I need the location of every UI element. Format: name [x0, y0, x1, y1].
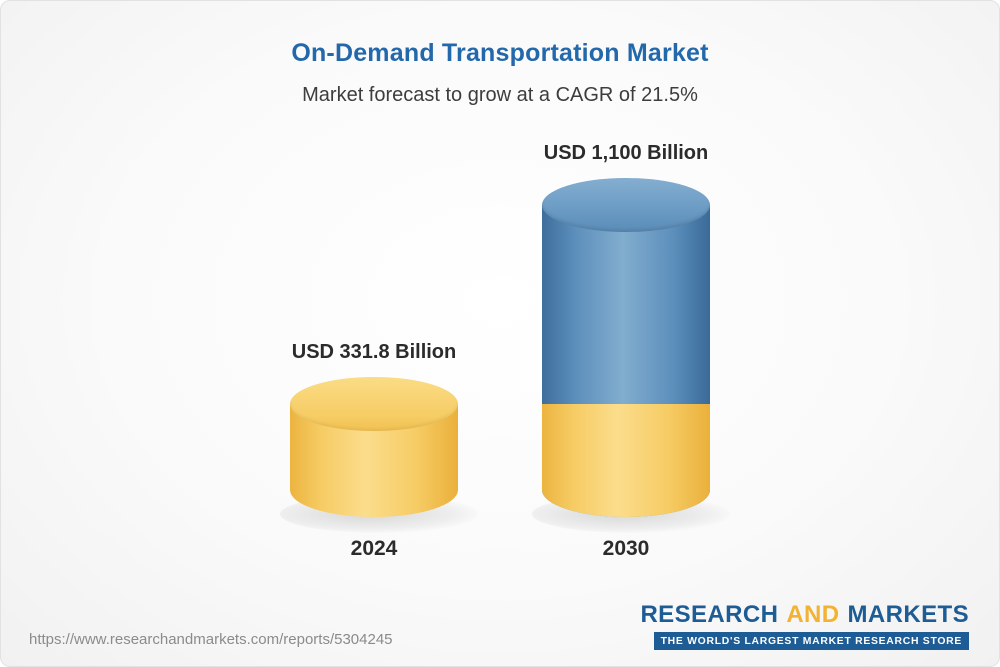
year-label-2024: 2024	[350, 537, 398, 560]
bar-2030-cylinder	[531, 178, 731, 533]
bar-2024-top-ellipse	[290, 377, 458, 431]
logo-word-and: AND	[786, 601, 840, 628]
chart-area: USD 331.8 Billion 2024 USD 1,100 Billion…	[1, 131, 999, 561]
logo-wordmark: RESEARCH AND MARKETS	[640, 603, 969, 627]
chart-subtitle: Market forecast to grow at a CAGR of 21.…	[302, 84, 698, 106]
logo-tagline: THE WORLD'S LARGEST MARKET RESEARCH STOR…	[653, 632, 969, 650]
year-label-2030: 2030	[602, 537, 650, 560]
chart-header: On-Demand Transportation Market Market f…	[1, 39, 999, 107]
value-label-2030: USD 1,100 Billion	[543, 142, 709, 164]
logo-word-markets: MARKETS	[847, 601, 969, 628]
bar-2030-base-segment	[542, 404, 710, 517]
bar-2024-cylinder	[279, 377, 479, 533]
bar-group-2030: USD 1,100 Billion 2030	[531, 142, 731, 561]
chart-title: On-Demand Transportation Market	[291, 39, 709, 67]
report-url: https://www.researchandmarkets.com/repor…	[29, 631, 393, 648]
bar-group-2024: USD 331.8 Billion 2024	[279, 341, 479, 561]
footer: https://www.researchandmarkets.com/repor…	[29, 603, 969, 650]
researchandmarkets-logo: RESEARCH AND MARKETS THE WORLD'S LARGEST…	[640, 603, 969, 650]
bar-2030-top-ellipse	[542, 178, 710, 232]
value-label-2024: USD 331.8 Billion	[291, 341, 457, 363]
logo-word-research: RESEARCH	[640, 601, 779, 628]
